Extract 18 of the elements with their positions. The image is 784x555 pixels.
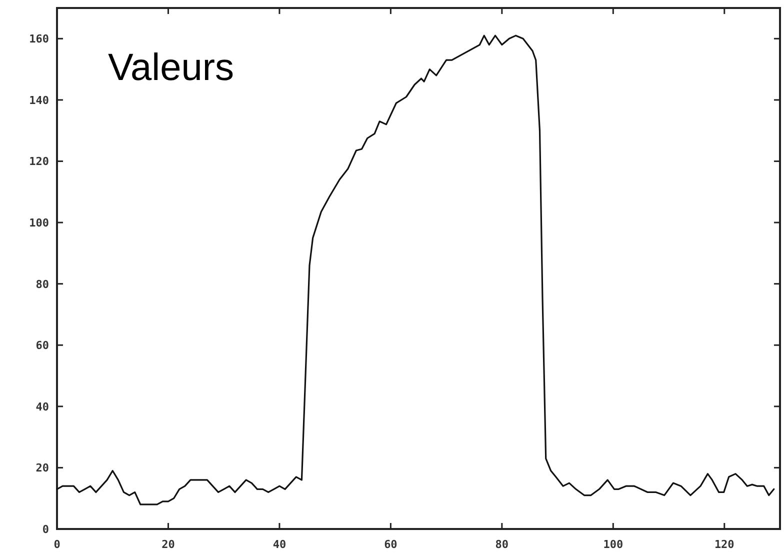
x-tick-label: 60 bbox=[384, 538, 398, 551]
text: Valeurs bbox=[108, 47, 234, 89]
x-tick-label: 100 bbox=[603, 538, 624, 551]
y-tick-label: 80 bbox=[36, 278, 49, 291]
y-tick-label: 60 bbox=[36, 339, 49, 352]
line-series bbox=[56, 34, 775, 506]
y-tick-label: 140 bbox=[29, 94, 49, 107]
y-tick-label: 0 bbox=[42, 523, 49, 536]
y-tick-label: 120 bbox=[29, 155, 49, 168]
y-tick-label: 40 bbox=[36, 400, 49, 414]
x-tick-label: 120 bbox=[714, 538, 734, 551]
x-tick-label: 40 bbox=[272, 538, 286, 551]
y-tick-label: 20 bbox=[36, 462, 49, 475]
x-tick-label: 80 bbox=[495, 538, 509, 551]
y-tick-label: 160 bbox=[29, 32, 49, 46]
x-tick-label: 0 bbox=[54, 538, 60, 551]
x-tick-label: 20 bbox=[162, 538, 175, 551]
y-tick-label: 100 bbox=[29, 216, 49, 230]
